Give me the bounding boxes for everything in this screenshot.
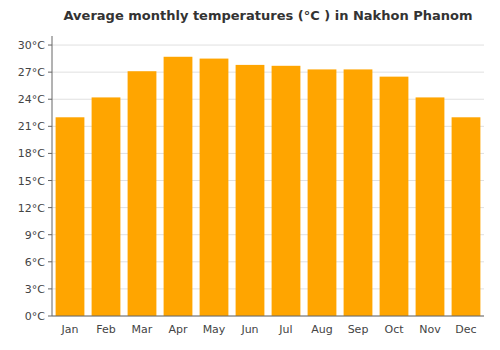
- y-tick-label: 24°C: [18, 93, 45, 106]
- y-tick: [48, 261, 52, 262]
- grid-line: [52, 316, 484, 317]
- y-tick-label: 18°C: [18, 147, 45, 160]
- y-tick-label: 9°C: [25, 229, 45, 242]
- bar: [308, 69, 337, 316]
- bar: [200, 59, 229, 316]
- chart-svg: Average monthly temperatures (°C ) in Na…: [0, 0, 500, 350]
- chart-title: Average monthly temperatures (°C ) in Na…: [64, 8, 473, 23]
- bar: [56, 117, 85, 316]
- chart-container: Average monthly temperatures (°C ) in Na…: [0, 0, 500, 350]
- x-axis-line: [52, 316, 484, 317]
- bar: [92, 97, 121, 316]
- y-tick: [48, 126, 52, 127]
- grid-line: [52, 72, 484, 73]
- y-tick: [48, 234, 52, 235]
- y-tick: [48, 72, 52, 73]
- y-tick-label: 15°C: [18, 175, 45, 188]
- y-tick-label: 6°C: [25, 256, 45, 269]
- x-tick-label: Nov: [419, 323, 441, 336]
- y-tick: [48, 153, 52, 154]
- grid: [52, 45, 484, 316]
- x-tick-label: Jul: [278, 323, 292, 336]
- y-tick-label: 3°C: [25, 283, 45, 296]
- bar: [272, 66, 301, 316]
- x-tick-label: Sep: [348, 323, 369, 336]
- x-tick-label: Oct: [384, 323, 404, 336]
- x-tick-label: Apr: [168, 323, 188, 336]
- y-tick-label: 0°C: [25, 310, 45, 323]
- bar: [164, 57, 193, 316]
- x-tick-label: Dec: [455, 323, 476, 336]
- y-tick: [48, 180, 52, 181]
- bar: [380, 77, 409, 316]
- y-axis-line: [52, 36, 53, 316]
- bar: [236, 65, 265, 316]
- y-tick-label: 30°C: [18, 39, 45, 52]
- y-tick: [48, 99, 52, 100]
- x-tick-label: Jun: [240, 323, 258, 336]
- x-tick-label: May: [203, 323, 226, 336]
- bar: [128, 71, 157, 316]
- y-tick-label: 27°C: [18, 66, 45, 79]
- y-tick: [48, 288, 52, 289]
- y-tick: [48, 316, 52, 317]
- x-tick-label: Mar: [132, 323, 153, 336]
- x-tick-label: Aug: [311, 323, 332, 336]
- bar: [416, 97, 445, 316]
- x-tick-label: Feb: [96, 323, 115, 336]
- y-tick: [48, 45, 52, 46]
- bars: [56, 57, 481, 316]
- grid-line: [52, 45, 484, 46]
- y-tick-label: 12°C: [18, 202, 45, 215]
- bar: [344, 69, 373, 316]
- y-tick: [48, 207, 52, 208]
- bar: [452, 117, 481, 316]
- x-tick-label: Jan: [61, 323, 79, 336]
- y-tick-label: 21°C: [18, 120, 45, 133]
